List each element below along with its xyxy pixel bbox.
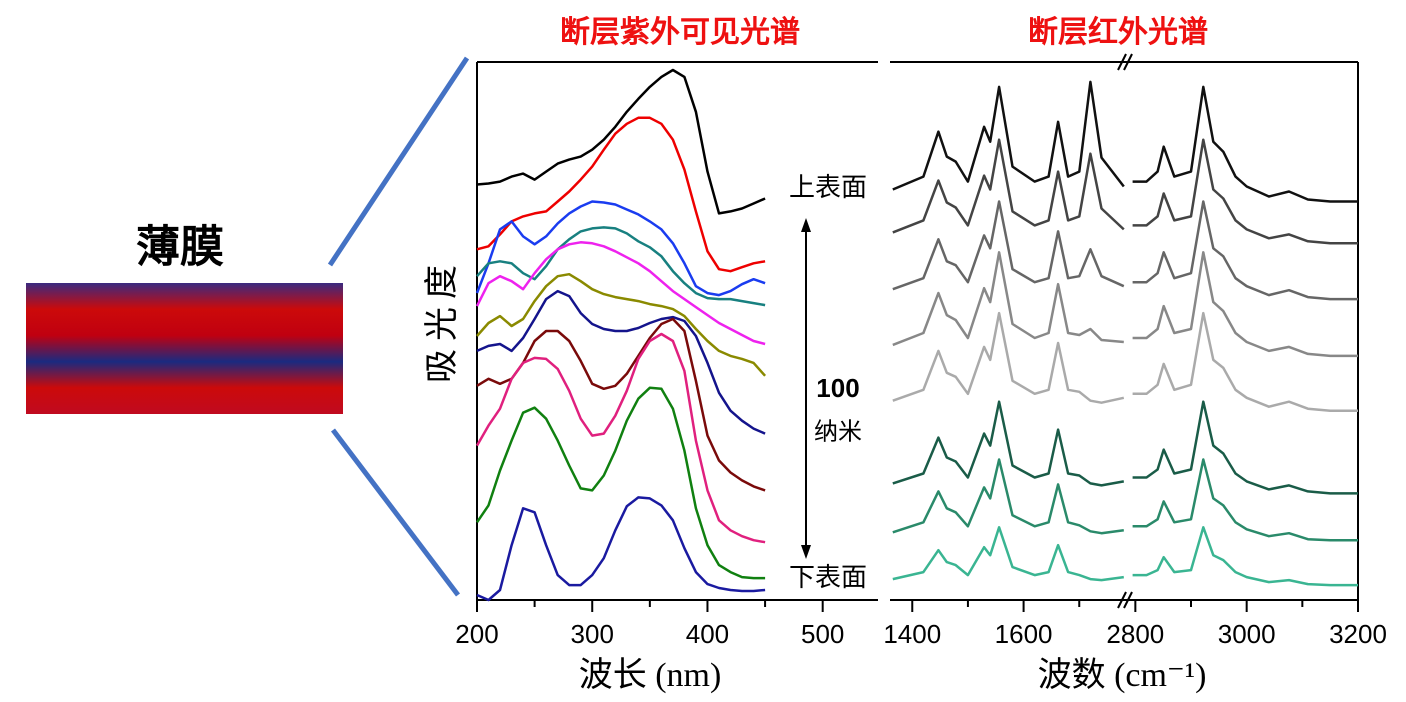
chart-title: 断层红外光谱: [1028, 16, 1208, 49]
spectrum-line: [892, 80, 1125, 191]
x-tick-label: 2800: [1106, 619, 1164, 649]
x-axis-label: 波长 (nm): [579, 656, 722, 694]
x-tick-label: 200: [455, 619, 498, 649]
spectrum-line: [475, 332, 766, 544]
spectrum-line: [476, 272, 767, 377]
spectrum-line: [1132, 526, 1358, 587]
x-tick-label: 500: [801, 619, 844, 649]
x-axis-label: 波数 (cm⁻¹): [1038, 656, 1207, 694]
y-axis-label: 吸光度: [423, 257, 461, 383]
x-tick-label: 1400: [883, 619, 941, 649]
x-tick-label: 3200: [1329, 619, 1387, 649]
zoom-line: [331, 428, 460, 597]
x-tick-label: 3000: [1218, 619, 1276, 649]
spectrum-line: [1132, 85, 1358, 203]
x-tick-label: 300: [571, 619, 614, 649]
spectrum-line: [892, 458, 1124, 535]
spectrum-line: [476, 289, 766, 435]
spectrum-line: [1132, 458, 1358, 542]
spectrum-line: [892, 526, 1124, 582]
spectrum-line: [892, 200, 1125, 291]
annotation: 下表面: [789, 563, 867, 592]
annotation: 上表面: [789, 173, 867, 202]
spectrum-line: [476, 317, 766, 492]
spectrum-line: [1132, 200, 1358, 301]
spectrum-line: [892, 400, 1125, 487]
film-label: 薄膜: [136, 223, 224, 272]
chart-title: 断层紫外可见光谱: [560, 16, 800, 49]
annotation: 纳米: [814, 418, 862, 445]
zoom-line: [327, 56, 470, 267]
spectrum-line: [475, 200, 766, 297]
x-tick-label: 1600: [995, 619, 1053, 649]
spectrum-line: [892, 311, 1125, 404]
spectrum-line: [475, 386, 766, 580]
x-tick-label: 400: [686, 619, 729, 649]
spectrum-line: [1132, 138, 1358, 245]
spectrum-line: [1132, 311, 1358, 412]
spectrum-line: [1132, 400, 1358, 495]
spectrum-line: [476, 226, 766, 307]
film: [26, 283, 343, 414]
annotation: 100: [816, 373, 859, 403]
spectrum-line: [476, 116, 766, 273]
spectrum-line: [1132, 251, 1358, 358]
spectrum-line: [475, 241, 766, 346]
spectrum-line: [892, 251, 1124, 347]
spectrum-line: [476, 496, 766, 602]
spectrum-line: [892, 138, 1125, 234]
spectrum-line: [476, 68, 766, 215]
